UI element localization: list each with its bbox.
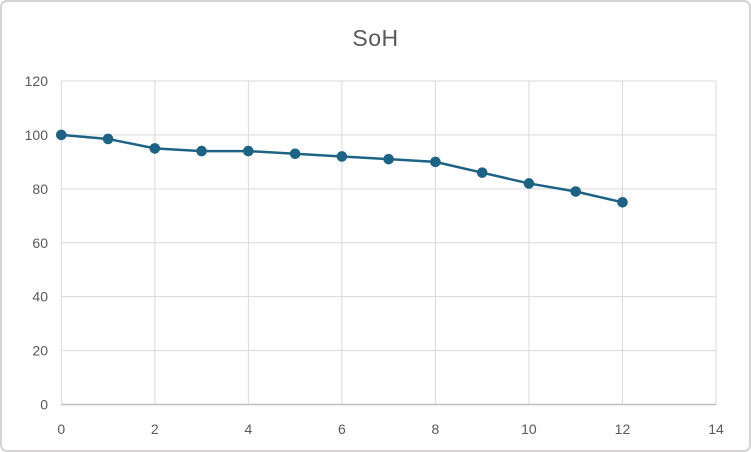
data-point — [102, 133, 114, 145]
y-tick-label: 0 — [40, 397, 48, 413]
data-point — [289, 148, 301, 160]
data-point — [56, 129, 67, 141]
gridlines — [60, 80, 717, 405]
x-tick-label: 2 — [151, 421, 159, 437]
data-point — [476, 167, 488, 178]
y-tick-label: 40 — [32, 289, 48, 305]
x-tick-label: 14 — [708, 421, 724, 437]
data-series — [56, 129, 628, 208]
x-tick-label: 8 — [432, 421, 440, 437]
y-tick-label: 60 — [32, 235, 48, 251]
y-tick-label: 120 — [25, 73, 49, 89]
x-tick-label: 4 — [244, 421, 252, 437]
data-point — [430, 156, 441, 168]
data-point — [196, 145, 207, 157]
data-point — [570, 186, 582, 197]
chart-title: SoH — [352, 25, 399, 51]
data-point — [617, 197, 628, 208]
data-point — [243, 145, 254, 157]
x-tick-label: 10 — [521, 421, 537, 437]
data-point — [336, 151, 348, 162]
data-point — [523, 178, 535, 189]
y-tick-label: 80 — [32, 181, 48, 197]
x-tick-label: 0 — [57, 421, 65, 437]
y-tick-label: 100 — [25, 127, 49, 143]
x-axis-labels: 0 2 4 6 8 10 12 14 — [57, 421, 724, 437]
y-axis-labels: 0 20 40 60 80 100 120 — [25, 73, 49, 413]
data-point — [149, 143, 161, 154]
data-point — [383, 153, 394, 165]
x-tick-label: 6 — [338, 421, 346, 437]
x-tick-label: 12 — [615, 421, 631, 437]
y-tick-label: 20 — [32, 343, 48, 359]
